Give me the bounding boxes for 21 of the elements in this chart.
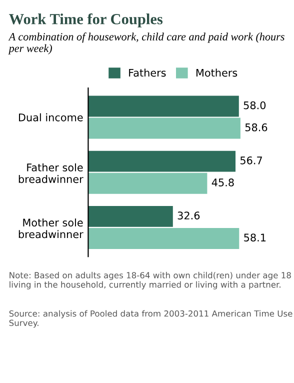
bar (88, 118, 240, 139)
y-tick-label: Father sole breadwinner (18, 163, 84, 184)
chart-subtitle: A combination of housework, child care and paid work (hours per week) (8, 32, 284, 54)
bar (88, 172, 208, 194)
chart-title: Work Time for Couples (9, 13, 163, 28)
data-label: 56.7 (240, 156, 262, 164)
data-label: 58.0 (244, 101, 266, 110)
data-label: 58.1 (244, 234, 266, 242)
y-tick-label: Dual income (19, 113, 83, 122)
data-label: 45.8 (212, 178, 234, 186)
data-label: 32.6 (178, 212, 200, 220)
bar (88, 206, 173, 227)
source-note: Source: analysis of Pooled data from 2003-2011 American Time Use Survey. (9, 310, 292, 328)
legend-label: Fathers (129, 68, 166, 77)
text: Note: Based on adults ages 18-64 with own child(ren) under age 18 living in the household, currently married or living with a partner. (10, 272, 291, 290)
data-label: 58.6 (245, 123, 268, 132)
bar (88, 150, 236, 172)
y-tick-label: Mother sole breadwinner (18, 218, 84, 238)
legend-label: Mothers (196, 68, 238, 77)
bar (88, 96, 239, 117)
bar (88, 228, 240, 249)
